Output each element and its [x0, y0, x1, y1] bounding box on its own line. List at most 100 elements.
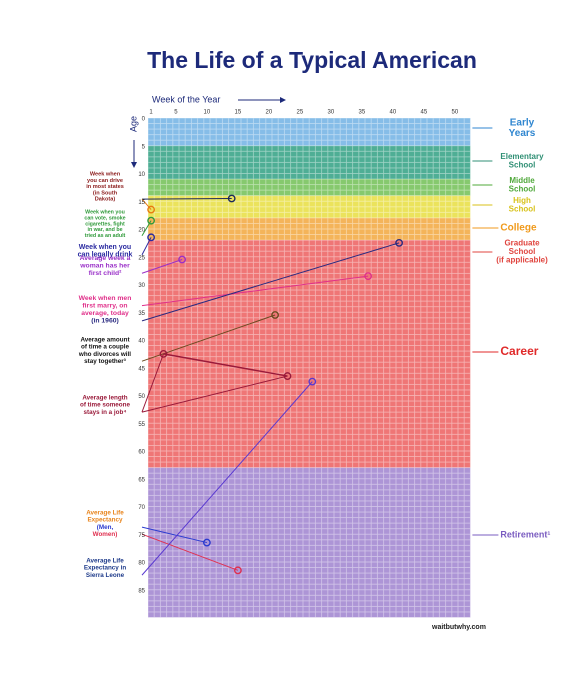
side-label: High	[513, 196, 531, 205]
age-tick-label: 65	[138, 477, 145, 483]
annotation-marker	[178, 255, 187, 264]
age-tick-label: 0	[142, 117, 146, 123]
side-label: School	[509, 184, 536, 193]
annotation-connector	[141, 275, 369, 307]
annotation-text: of time someone	[80, 402, 131, 409]
annotation-connector	[141, 197, 232, 200]
annotation-connector	[141, 242, 400, 322]
annotation-text: in war, and be	[87, 227, 122, 233]
annotation-text: tried as an adult	[85, 233, 126, 239]
title: The Life of a Typical American	[147, 47, 477, 73]
annotation-marker	[227, 194, 236, 203]
annotation-connector	[163, 353, 288, 377]
week-axis-label: Week of the Year	[152, 94, 220, 104]
age-tick-label: 55	[138, 422, 145, 428]
annotation-text: woman has her	[79, 262, 130, 269]
annotation-connector	[141, 375, 288, 413]
annotation-text: cigarettes, fight	[85, 221, 125, 227]
annotation-text: (in 1960)	[91, 318, 119, 325]
annotation-text: in most states	[86, 184, 124, 190]
age-tick-label: 50	[138, 394, 145, 400]
age-tick-label: 30	[138, 283, 145, 289]
annotation-text: you can drive	[87, 178, 123, 184]
annotation-marker	[308, 377, 317, 386]
side-label: (if applicable)	[496, 256, 548, 265]
annotation-connector	[141, 198, 152, 210]
age-tick-label: 10	[138, 172, 145, 178]
annotation-text: Week when you	[79, 244, 131, 251]
week-tick-label: 10	[204, 110, 211, 116]
annotation-text: average, today	[81, 310, 129, 317]
week-tick-label: 15	[235, 110, 242, 116]
annotation-marker	[395, 238, 403, 247]
annotation-marker	[147, 216, 156, 225]
age-axis-label: Age	[128, 116, 138, 132]
age-tick-label: 60	[138, 450, 145, 456]
annotation-marker	[364, 272, 372, 281]
age-tick-label: 20	[138, 228, 145, 234]
annotation-text: Expectancy	[87, 517, 122, 524]
annotation-connector	[141, 381, 313, 576]
side-label: Career	[500, 344, 538, 358]
age-tick-label: 85	[138, 588, 145, 594]
side-label: School	[509, 247, 536, 256]
annotation-text: stay together³	[84, 358, 126, 365]
annotation-text: of time a couple	[81, 344, 129, 351]
annotation-marker	[233, 566, 242, 575]
age-tick-label: 25	[138, 255, 145, 261]
week-tick-label: 50	[452, 110, 459, 116]
week-arrowhead	[280, 97, 286, 103]
annotation-text: Sierra Leone	[86, 572, 125, 579]
annotation-connector	[141, 259, 183, 274]
annotation-text: Average week a	[80, 255, 131, 262]
annotation-text: Dakota)	[95, 197, 116, 203]
side-label: Years	[509, 128, 536, 139]
age-tick-label: 75	[138, 533, 145, 539]
week-tick-label: 30	[328, 110, 335, 116]
week-tick-label: 40	[390, 110, 397, 116]
annotation-text: Week when men	[79, 295, 132, 302]
annotation-text: (Men,	[97, 524, 114, 531]
age-tick-label: 45	[138, 366, 145, 372]
annotation-text: who divorces will	[78, 351, 131, 358]
annotation-text: Expectancy in	[84, 565, 127, 572]
week-grid	[148, 118, 471, 618]
annotation-text: stays in a job⁴	[83, 409, 126, 416]
week-tick-label: 45	[421, 110, 428, 116]
side-label: Retirement¹	[500, 529, 550, 539]
annotation-text: can legally drink	[78, 252, 133, 259]
annotation-text: Women)	[93, 531, 118, 538]
annotation-text: Average Life	[86, 510, 124, 517]
side-label: Early	[510, 117, 535, 128]
age-tick-label: 70	[138, 505, 145, 511]
week-tick-label: 20	[266, 110, 273, 116]
annotation-text: Average Life	[86, 558, 124, 565]
week-tick-label: 1	[149, 110, 153, 116]
week-tick-label: 35	[359, 110, 366, 116]
age-arrowhead	[131, 162, 137, 168]
annotation-marker	[271, 311, 279, 319]
annotation-text: Average amount	[80, 337, 130, 344]
age-tick-label: 5	[142, 144, 146, 150]
annotation-text: Week when	[90, 171, 121, 177]
annotation-marker	[147, 233, 156, 242]
annotation-connector	[141, 533, 239, 571]
annotation-text: Average length	[82, 395, 127, 402]
week-tick-label: 25	[297, 110, 304, 116]
age-tick-label: 35	[138, 311, 145, 317]
side-label: Middle	[509, 176, 535, 185]
side-label: College	[500, 223, 537, 234]
side-label: Elementary	[500, 152, 544, 161]
annotation-text: first marry, on	[82, 302, 127, 309]
source: waitbutwhy.com	[431, 624, 486, 631]
age-tick-label: 40	[138, 339, 145, 345]
annotation-connector	[141, 353, 164, 413]
overlay: EarlyYearsElementarySchoolMiddleSchoolHi…	[78, 117, 551, 578]
age-tick-label: 80	[138, 561, 145, 567]
annotation-marker	[147, 205, 156, 214]
annotation-text: can vote, smoke	[84, 215, 125, 221]
side-label: School	[509, 204, 536, 213]
side-label: Graduate	[504, 239, 540, 248]
